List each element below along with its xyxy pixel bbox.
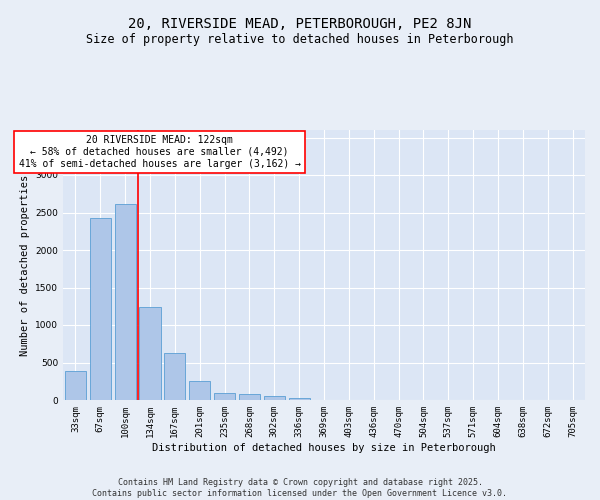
Bar [90, 218, 111, 400]
X-axis label: Distribution of detached houses by size in Peterborough: Distribution of detached houses by size … [152, 442, 496, 452]
Y-axis label: Number of detached properties: Number of detached properties [20, 174, 29, 356]
Bar [264, 396, 285, 400]
Bar [164, 353, 185, 400]
Text: 20, RIVERSIDE MEAD, PETERBOROUGH, PE2 8JN: 20, RIVERSIDE MEAD, PETERBOROUGH, PE2 8J… [128, 18, 472, 32]
Bar [289, 398, 310, 400]
Bar [139, 307, 161, 400]
Bar [65, 371, 86, 400]
Text: 20 RIVERSIDE MEAD: 122sqm
← 58% of detached houses are smaller (4,492)
41% of se: 20 RIVERSIDE MEAD: 122sqm ← 58% of detac… [19, 136, 301, 168]
Text: Contains HM Land Registry data © Crown copyright and database right 2025.
Contai: Contains HM Land Registry data © Crown c… [92, 478, 508, 498]
Bar [189, 381, 210, 400]
Bar [239, 394, 260, 400]
Bar [115, 204, 136, 400]
Text: Size of property relative to detached houses in Peterborough: Size of property relative to detached ho… [86, 32, 514, 46]
Bar [214, 392, 235, 400]
